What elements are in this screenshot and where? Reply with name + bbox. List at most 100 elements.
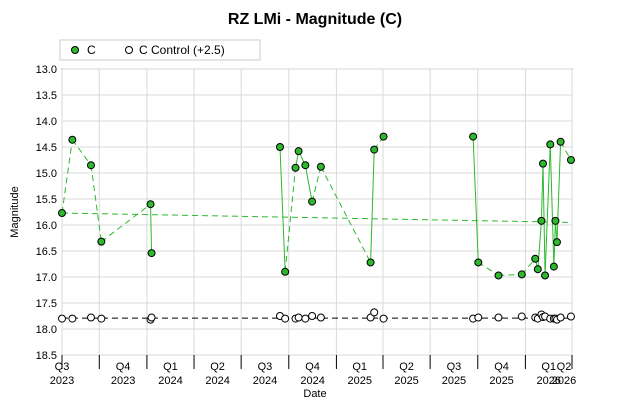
control-point	[316, 313, 325, 322]
x-tick-quarter: Q4	[116, 361, 131, 373]
c-point	[301, 161, 310, 170]
y-tick-label: 14.0	[36, 116, 57, 128]
control-point	[301, 314, 310, 323]
c-point	[517, 270, 526, 279]
plot-frame	[61, 68, 573, 356]
x-tick-quarter: Q3	[55, 361, 70, 373]
y-tick-label: 18.0	[36, 324, 57, 336]
c-point	[566, 156, 575, 164]
c-point	[281, 267, 290, 276]
y-tick-label: 17.0	[36, 272, 57, 284]
x-tick-quarter: Q2	[399, 361, 414, 373]
x-tick-quarter: Q1	[352, 361, 367, 373]
control-point	[86, 313, 95, 322]
control-point	[379, 314, 388, 323]
c-point	[308, 197, 317, 206]
c-point	[146, 200, 155, 209]
c-point	[147, 249, 156, 258]
x-tick-year: 2024	[253, 375, 277, 387]
y-tick-label: 15.0	[36, 168, 57, 180]
x-tick-quarter: Q1	[541, 361, 556, 373]
c-series-segment	[101, 203, 151, 243]
c-point	[294, 147, 303, 156]
x-axis-label: Date	[303, 388, 326, 400]
control-point	[566, 312, 575, 321]
x-tick-year: 2023	[111, 375, 135, 387]
x-tick-year: 2025	[347, 375, 371, 387]
control-point	[370, 308, 379, 317]
control-point	[58, 314, 66, 323]
c-series-segment	[71, 139, 92, 166]
control-point	[494, 313, 503, 322]
control-point	[97, 314, 106, 323]
c-point	[551, 216, 560, 225]
c-point	[546, 140, 555, 149]
x-axis: Q3 2023 Q4 2023 Q1 2024 Q2 2024 Q3 2024 Q4 2024 Q1 20…	[50, 355, 576, 387]
x-tick-quarter: Q2	[210, 361, 225, 373]
c-point	[494, 271, 503, 280]
c-point	[549, 262, 558, 271]
c-point	[541, 271, 550, 280]
c-series-segment	[311, 166, 322, 202]
c-series-segment	[90, 165, 102, 242]
c-point	[533, 265, 542, 274]
c-point	[552, 238, 561, 247]
control-point	[147, 313, 156, 322]
legend-label-control: C Control (+2.5)	[139, 43, 225, 57]
c-point	[316, 162, 325, 171]
x-tick-quarter: Q4	[494, 361, 509, 373]
c-point	[86, 161, 95, 170]
series-points	[58, 132, 575, 324]
control-point	[308, 312, 317, 320]
c-point	[539, 159, 548, 168]
c-series-segment	[544, 144, 551, 276]
y-tick-label: 16.0	[36, 220, 57, 232]
y-tick-label: 13.0	[36, 64, 57, 76]
x-tick-quarter: Q4	[305, 361, 320, 373]
c-trend-line	[61, 212, 573, 223]
legend-label-c: C	[87, 43, 96, 57]
y-tick-label: 16.5	[36, 246, 57, 258]
c-series-segment	[478, 262, 499, 276]
y-tick-label: 14.5	[36, 142, 57, 154]
x-tick-quarter: Q3	[258, 361, 273, 373]
x-tick-year: 2024	[205, 375, 229, 387]
control-point	[474, 313, 483, 322]
c-point	[469, 132, 478, 141]
legend-marker-c	[71, 46, 79, 54]
y-tick-label: 18.5	[36, 350, 57, 362]
x-tick-year: 2024	[158, 375, 182, 387]
c-point	[58, 209, 66, 218]
control-point	[517, 312, 526, 321]
c-point	[531, 254, 540, 263]
y-tick-label: 15.5	[36, 194, 57, 206]
c-series-segment	[472, 136, 479, 263]
c-series-segment	[279, 146, 286, 272]
c-point	[275, 143, 284, 151]
x-tick-year: 2026	[536, 375, 560, 387]
control-point	[68, 314, 77, 323]
legend-marker-control	[125, 46, 133, 54]
x-tick-quarter: Q3	[447, 361, 462, 373]
c-series-segment	[284, 167, 297, 272]
c-point	[366, 258, 375, 267]
x-tick-year: 2025	[442, 375, 466, 387]
y-axis: 13.0 13.5 14.0 14.5 15.0 15.5 16.0 16.5 17.0 17.5…	[36, 64, 57, 362]
chart-title: RZ LMi - Magnitude (C)	[228, 11, 402, 28]
grid	[61, 68, 573, 356]
control-point	[281, 314, 290, 323]
c-point	[97, 237, 106, 246]
x-tick-year: 2025	[489, 375, 513, 387]
control-point	[556, 313, 565, 322]
x-tick-year: 2024	[300, 375, 324, 387]
c-point	[537, 216, 546, 225]
c-series-segment	[549, 144, 555, 267]
c-series-segment	[61, 139, 73, 214]
x-tick-quarter: Q1	[163, 361, 178, 373]
x-tick-quarter: Q2	[557, 361, 572, 373]
control-point	[294, 313, 303, 322]
y-tick-label: 17.5	[36, 298, 57, 310]
x-tick-year: 2023	[50, 375, 74, 387]
c-series-segment	[370, 149, 375, 263]
y-tick-label: 13.5	[36, 90, 57, 102]
